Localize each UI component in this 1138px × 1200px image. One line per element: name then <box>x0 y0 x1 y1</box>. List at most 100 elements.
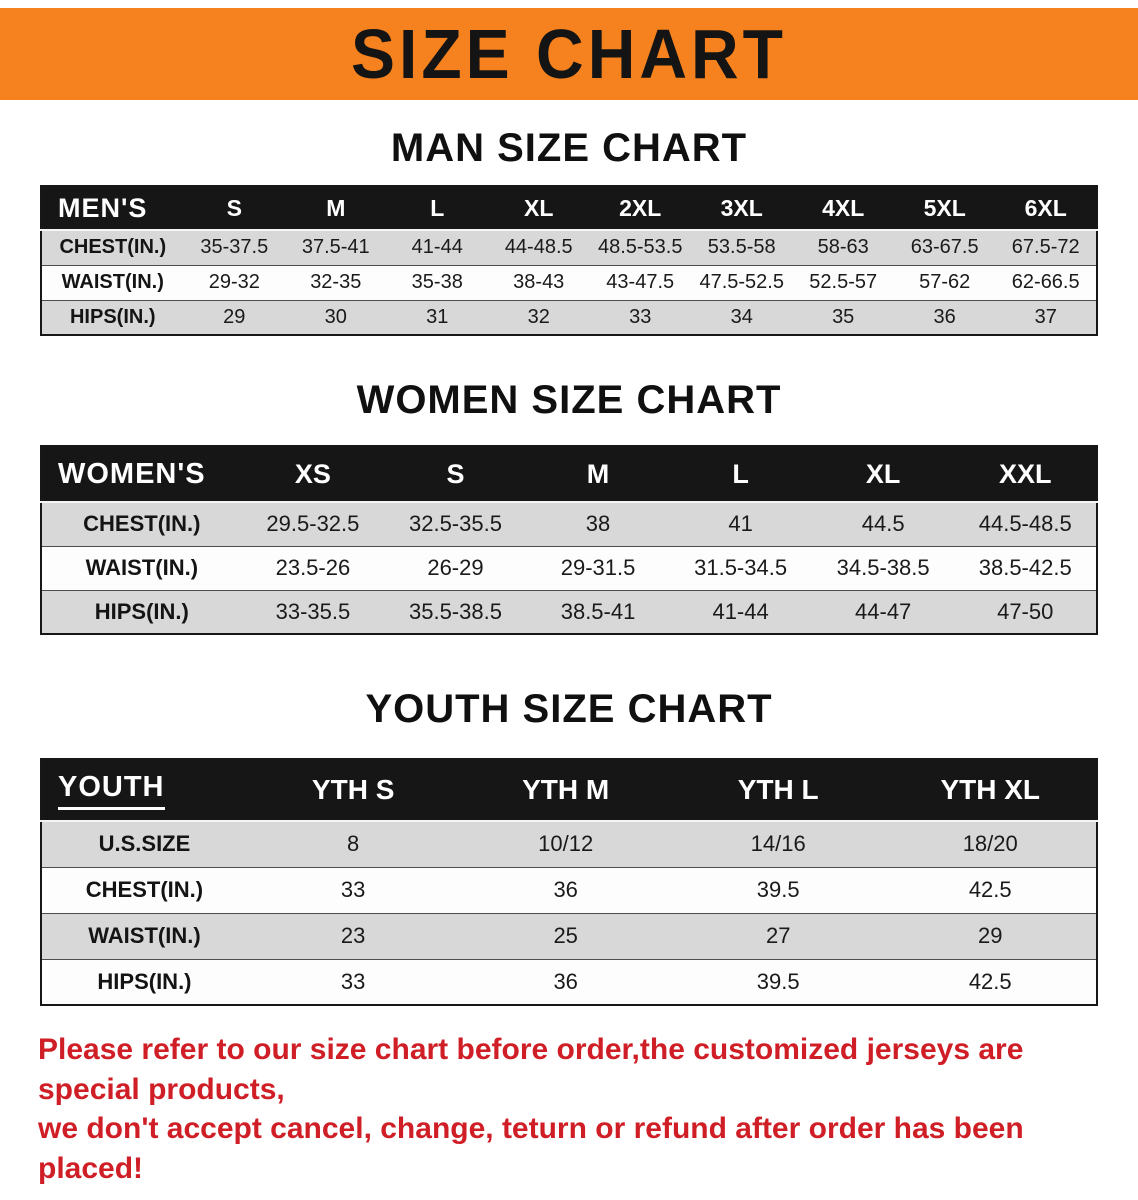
size-cell: 29-32 <box>208 271 260 293</box>
size-cell: 44.5-48.5 <box>978 511 1072 537</box>
size-cell: 42.5 <box>968 968 1012 994</box>
column-header: YTH L <box>671 759 885 822</box>
men-section-title: MAN SIZE CHART <box>390 126 748 170</box>
size-cell: 42.5 <box>968 877 1012 902</box>
row-label: HIPS(IN.) <box>69 305 156 328</box>
column-header: 3XL <box>690 186 793 231</box>
size-cell: 52.5-57 <box>809 271 878 293</box>
size-cell: 10/12 <box>538 831 594 857</box>
row-label: CHEST(IN.) <box>83 511 201 537</box>
column-header: 2XL <box>589 186 691 231</box>
header-row: MEN'S S M L XL 2XL 3XL 4XL 5XL 6XL <box>41 186 1097 231</box>
table-row: HIPS(IN.) 29 30 31 32 33 34 35 36 37 <box>41 300 1097 335</box>
table-label-text: WOMEN'S <box>58 457 206 490</box>
table-row: WAIST(IN.) 23 25 27 29 <box>41 913 1097 959</box>
size-cell: 48.5-53.5 <box>597 236 683 259</box>
size-cell: 41 <box>728 511 753 537</box>
size-cell: 41-44 <box>712 598 769 624</box>
row-label: CHEST(IN.) <box>59 236 167 259</box>
size-cell: 53.5-58 <box>707 236 776 259</box>
table-row: WAIST(IN.) 29-32 32-35 35-38 38-43 43-47.5 47.… <box>41 265 1097 300</box>
header-row: WOMEN'S XS S M L XL XXL <box>41 446 1097 503</box>
column-header: YTH M <box>459 759 672 822</box>
size-cell: 33-35.5 <box>275 598 351 624</box>
column-header: 6XL <box>995 186 1097 231</box>
column-header: M <box>526 446 670 503</box>
column-header: S <box>384 446 527 503</box>
column-header: 5XL <box>893 186 996 231</box>
column-header: XL <box>811 446 955 503</box>
size-cell: 29 <box>977 923 1003 948</box>
row-label: U.S.SIZE <box>98 831 191 857</box>
size-cell: 35.5-38.5 <box>408 598 502 624</box>
size-cell: 23.5-26 <box>275 555 351 580</box>
size-cell: 30 <box>324 305 347 328</box>
size-cell: 57-62 <box>919 271 971 293</box>
table-label-header: WOMEN'S <box>41 446 242 503</box>
table-row: CHEST(IN.) 29.5-32.5 32.5-35.5 38 41 44.5 44.5… <box>41 502 1097 546</box>
size-cell: 37.5-41 <box>301 236 370 259</box>
size-cell: 35 <box>832 305 855 328</box>
size-cell: 32-35 <box>310 271 362 293</box>
size-cell: 8 <box>347 831 360 857</box>
men-size-chart-section: MAN SIZE CHART MEN'S S M L XL 2XL 3XL 4XL 5XL 6XL C… <box>0 126 1138 336</box>
table-row: HIPS(IN.) 33 36 39.5 42.5 <box>41 959 1097 1005</box>
column-header: XS <box>241 446 385 503</box>
size-cell: 14/16 <box>750 831 806 857</box>
men-size-table: MEN'S S M L XL 2XL 3XL 4XL 5XL 6XL CHEST(IN.) 35-37… <box>40 185 1098 336</box>
size-cell: 18/20 <box>962 831 1018 857</box>
disclaimer: Please refer to our size chart before or… <box>38 1030 1100 1188</box>
disclaimer-line-1: Please refer to our size chart before or… <box>38 1033 1024 1106</box>
table-row: HIPS(IN.) 33-35.5 35.5-38.5 38.5-41 41-44 44-… <box>41 590 1097 634</box>
size-cell: 32.5-35.5 <box>408 511 502 537</box>
column-header: YTH S <box>246 759 460 822</box>
header-row: YOUTH YTH S YTH M YTH L YTH XL <box>41 759 1097 822</box>
table-row: U.S.SIZE 8 10/12 14/16 18/20 <box>41 821 1097 867</box>
size-cell: 38.5-42.5 <box>978 555 1072 580</box>
column-header: XXL <box>954 446 1097 503</box>
women-section-title: WOMEN SIZE CHART <box>356 378 782 422</box>
table-row: WAIST(IN.) 23.5-26 26-29 29-31.5 31.5-34.5 34… <box>41 546 1097 590</box>
size-cell: 38 <box>585 511 611 537</box>
row-label: CHEST(IN.) <box>85 877 204 902</box>
size-cell: 37 <box>1034 305 1057 328</box>
row-label: WAIST(IN.) <box>85 555 199 580</box>
size-cell: 63-67.5 <box>910 236 979 259</box>
youth-section-title: YOUTH SIZE CHART <box>365 687 773 731</box>
size-cell: 33 <box>629 305 652 328</box>
size-cell: 67.5-72 <box>1011 236 1080 259</box>
size-cell: 23 <box>340 923 366 948</box>
size-cell: 36 <box>933 305 956 328</box>
size-cell: 29-31.5 <box>560 555 636 580</box>
row-label: WAIST(IN.) <box>88 923 201 948</box>
youth-size-table: YOUTH YTH S YTH M YTH L YTH XL U.S.SIZE 8 10/12… <box>40 758 1098 1006</box>
size-cell: 47-50 <box>997 598 1054 624</box>
size-cell: 44.5 <box>861 511 905 537</box>
size-cell: 29.5-32.5 <box>266 511 360 537</box>
column-header: M <box>285 186 387 231</box>
size-cell: 34.5-38.5 <box>836 555 930 580</box>
column-header: XL <box>488 186 590 231</box>
size-cell: 33 <box>340 877 366 902</box>
size-cell: 36 <box>553 877 578 902</box>
size-cell: 33 <box>340 968 366 994</box>
column-header: YTH XL <box>884 759 1097 822</box>
size-cell: 27 <box>765 923 791 948</box>
size-cell: 26-29 <box>427 555 484 580</box>
size-cell: 25 <box>553 923 578 948</box>
size-charts-container: MAN SIZE CHART MEN'S S M L XL 2XL 3XL 4XL 5XL 6XL C… <box>0 126 1138 1006</box>
size-cell: 29 <box>223 305 246 328</box>
column-header: L <box>386 186 488 231</box>
size-cell: 39.5 <box>756 877 800 902</box>
women-size-table: WOMEN'S XS S M L XL XXL CHEST(IN.) 29.5-32.5 32.5… <box>40 445 1098 635</box>
table-label-header: YOUTH <box>41 759 247 822</box>
size-cell: 58-63 <box>817 236 869 259</box>
table-label-header: MEN'S <box>41 186 184 231</box>
size-cell: 35-37.5 <box>200 236 269 259</box>
women-size-chart-section: WOMEN SIZE CHART WOMEN'S XS S M L XL XXL CHEST(I… <box>0 378 1138 635</box>
row-label: HIPS(IN.) <box>97 968 192 994</box>
row-label: HIPS(IN.) <box>94 598 189 624</box>
table-label-text: YOUTH <box>58 771 165 810</box>
table-row: CHEST(IN.) 35-37.5 37.5-41 41-44 44-48.5 48.5… <box>41 230 1097 265</box>
size-cell: 35-38 <box>411 271 463 293</box>
